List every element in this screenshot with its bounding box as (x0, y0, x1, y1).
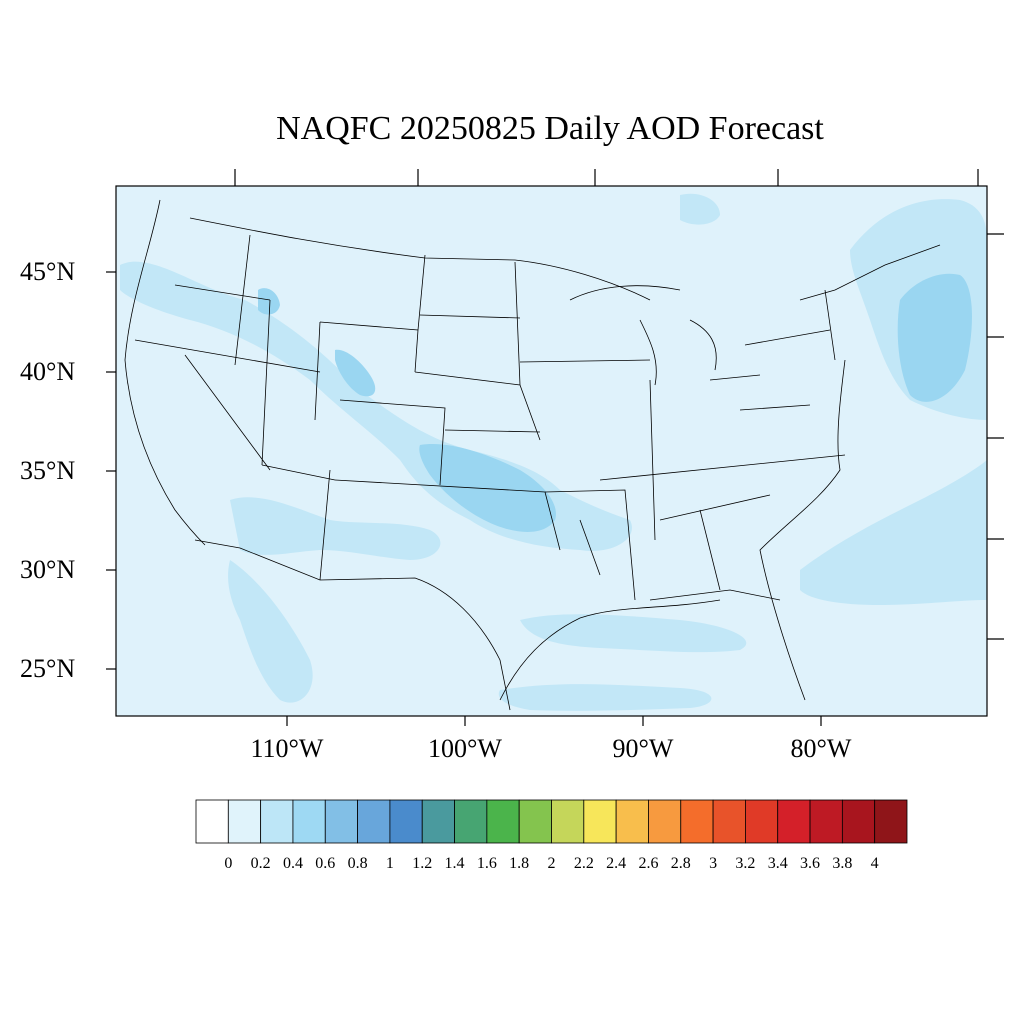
map-frame (115, 185, 988, 717)
aod-plume-southwest (230, 497, 441, 560)
colorbar-swatch (486, 799, 520, 844)
colorbar-tick-label: 0.2 (250, 855, 271, 872)
aod-core-ocean (897, 273, 972, 402)
aod-plume-mexico (228, 560, 313, 703)
colorbar-tick-label: 0.8 (347, 855, 368, 872)
lat-label-40: 40°N (20, 357, 76, 386)
lat-label-30: 30°N (20, 555, 76, 584)
aod-plume-texas (498, 684, 712, 711)
colorbar-tick-label: 1.8 (509, 855, 530, 872)
colorbar-swatch (324, 799, 358, 844)
colorbar-tick-label: 1.2 (412, 855, 433, 872)
west-coast (124, 199, 206, 546)
aod-core-wyoming (335, 349, 376, 397)
aod-plume-canada (680, 193, 720, 225)
colorbar-swatch (421, 799, 455, 844)
lon-label-110: 110°W (250, 734, 324, 763)
lat-label-45: 45°N (20, 257, 76, 286)
colorbar (195, 799, 908, 844)
great-lakes (569, 285, 761, 386)
colorbar-swatch (389, 799, 423, 844)
colorbar-swatch (680, 799, 714, 844)
colorbar-tick-label: 2.2 (573, 855, 594, 872)
colorbar-swatch (292, 799, 326, 844)
colorbar-swatch (841, 799, 876, 844)
canada-border (189, 217, 941, 301)
state-lines-west (134, 234, 336, 481)
lon-label-80: 80°W (790, 734, 852, 763)
colorbar-tick-label: 2.4 (606, 855, 627, 872)
aod-core-plains (419, 444, 556, 532)
colorbar-swatch (227, 799, 262, 844)
colorbar-swatch (551, 799, 585, 844)
colorbar-tick-label: 3.6 (800, 855, 821, 872)
colorbar-tick-label: 2.8 (670, 855, 691, 872)
map-title: NAQFC 20250825 Daily AOD Forecast (276, 110, 824, 147)
colorbar-tick-label: 3.8 (832, 855, 853, 872)
colorbar-swatch (454, 799, 488, 844)
east-coast (649, 359, 846, 701)
aod-core-idaho (258, 288, 280, 315)
colorbar-tick-label: 2 (547, 855, 556, 872)
gulf-coast (499, 599, 721, 701)
colorbar-tick-label: 0 (224, 855, 233, 872)
lat-label-25: 25°N (20, 654, 76, 683)
colorbar-swatch (357, 799, 391, 844)
colorbar-swatch (518, 799, 552, 844)
colorbar-tick-label: 0.4 (282, 855, 303, 872)
colorbar-tick-label: 3.4 (767, 855, 788, 872)
colorbar-swatch (583, 799, 617, 844)
colorbar-swatch (615, 799, 649, 844)
colorbar-tick-label: 0.6 (315, 855, 336, 872)
aod-plume-atlantic (800, 460, 987, 605)
state-lines-east (519, 289, 846, 601)
colorbar-tick-label: 3.2 (735, 855, 756, 872)
state-boundaries (124, 199, 941, 711)
colorbar-tick-label: 1.6 (476, 855, 497, 872)
colorbar-tick-label: 3 (709, 855, 718, 872)
colorbar-swatch (874, 799, 908, 844)
lon-label-90: 90°W (612, 734, 674, 763)
aod-field-layer (120, 193, 987, 711)
lon-label-100: 100°W (428, 734, 502, 763)
colorbar-tick-label: 1 (385, 855, 394, 872)
colorbar-tick-label: 4 (870, 855, 879, 872)
colorbar-swatch (777, 799, 811, 844)
colorbar-swatch (745, 799, 779, 844)
colorbar-swatch (809, 799, 843, 844)
mexico-border (194, 539, 511, 711)
colorbar-tick-label: 2.6 (638, 855, 659, 872)
colorbar-swatch (195, 799, 229, 844)
colorbar-swatch (260, 799, 294, 844)
axis-ticks (106, 169, 1004, 726)
colorbar-swatch (648, 799, 682, 844)
aod-plume-gulf (520, 614, 747, 653)
lat-label-35: 35°N (20, 456, 76, 485)
colorbar-swatch (712, 799, 746, 844)
colorbar-tick-label: 1.4 (444, 855, 465, 872)
